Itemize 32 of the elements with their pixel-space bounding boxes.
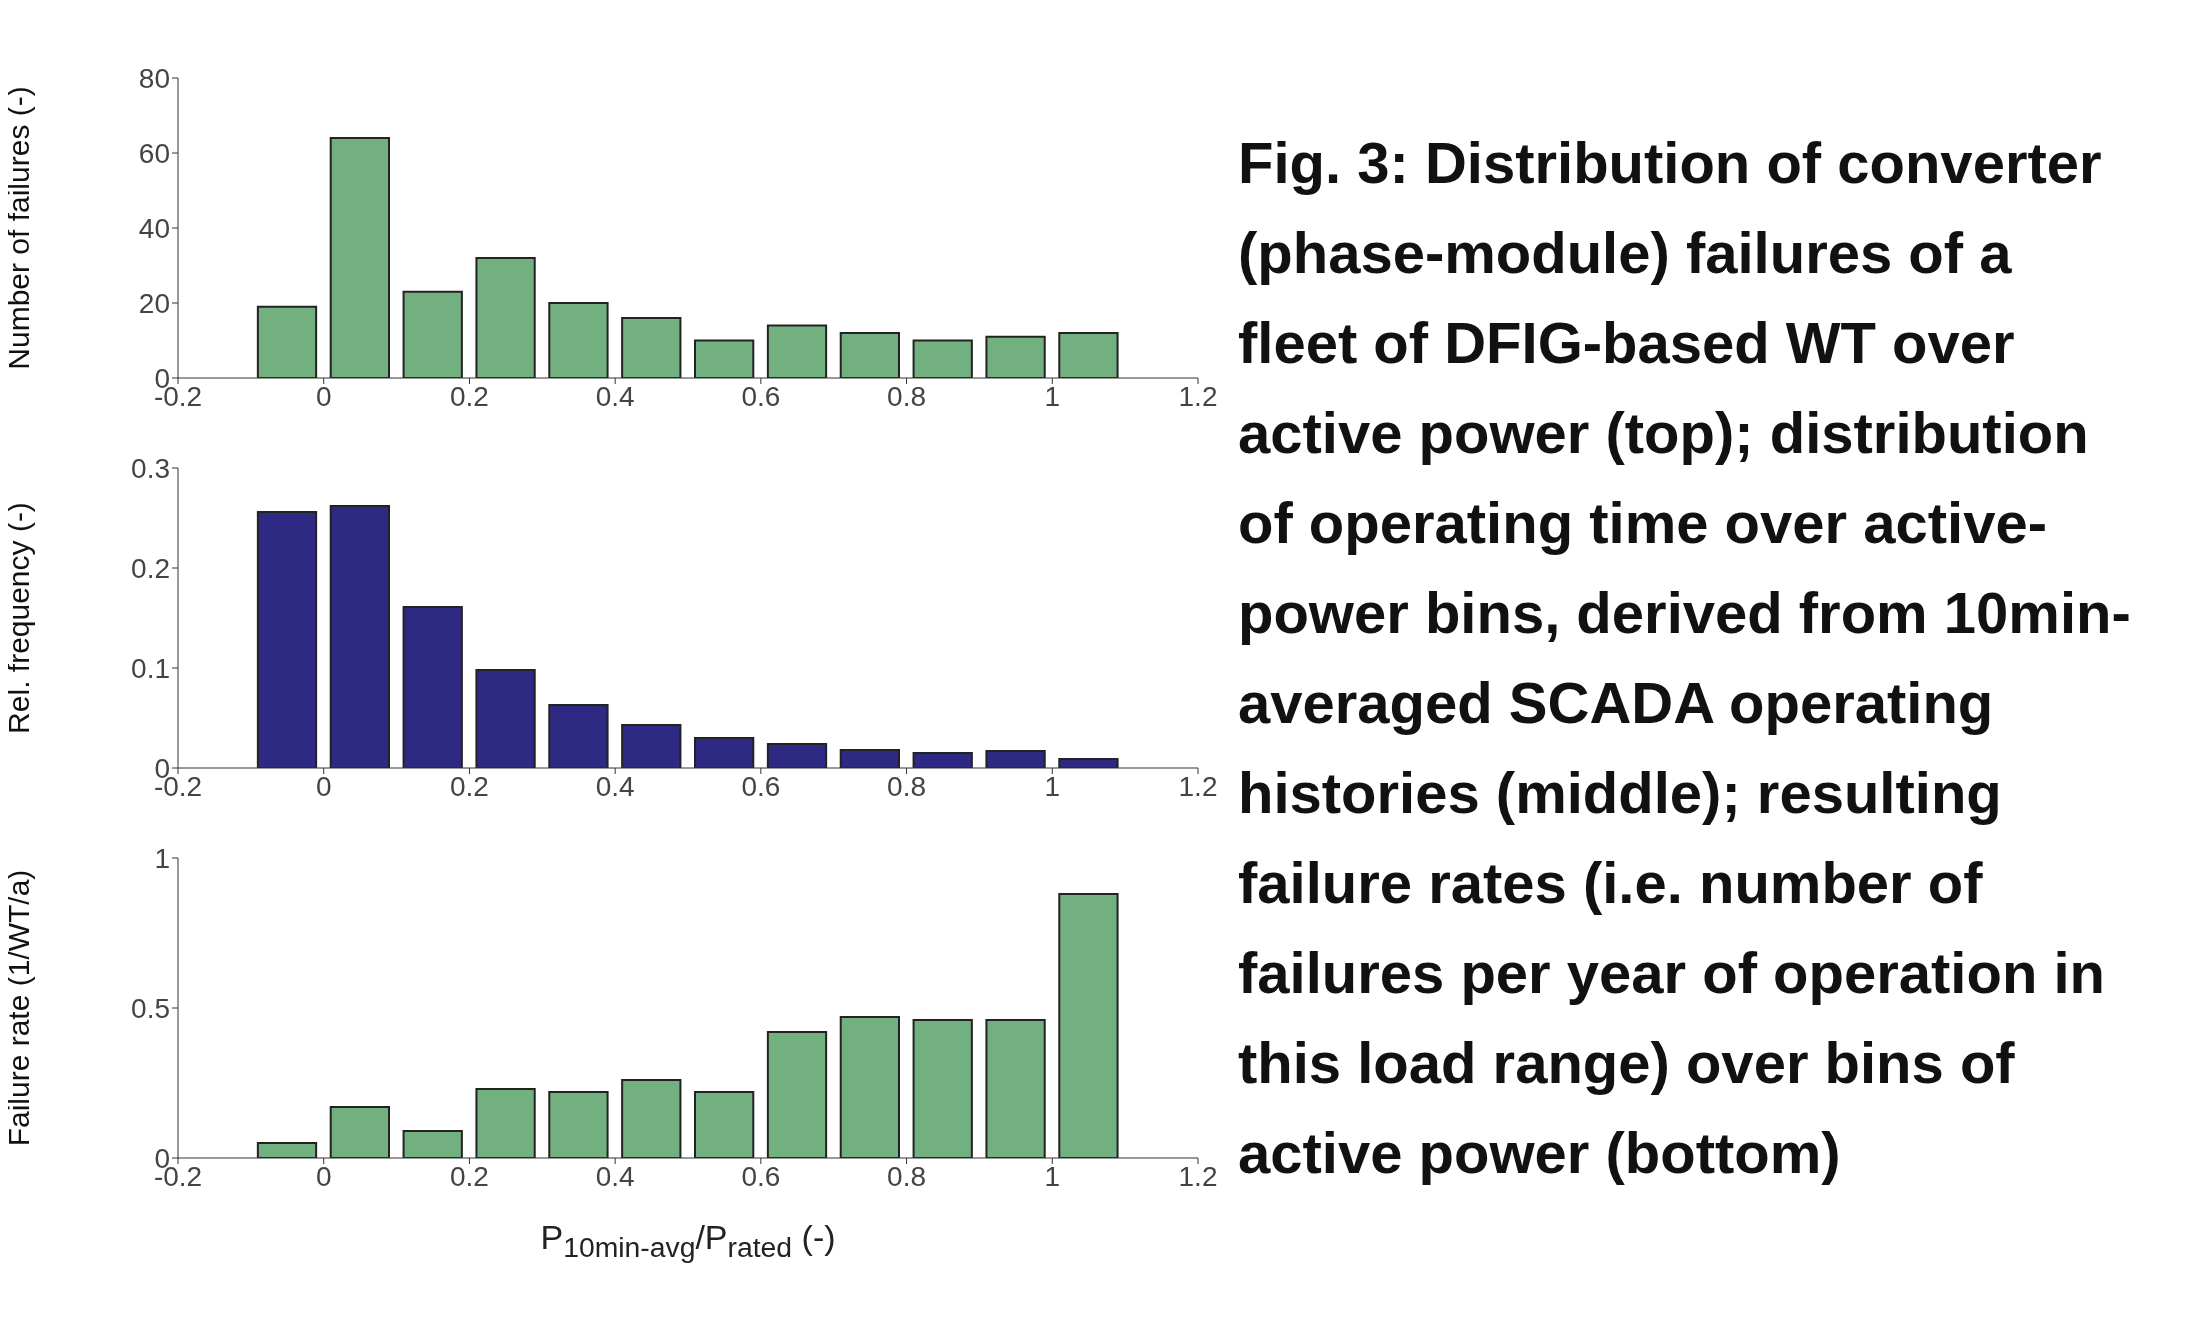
y-tick-label: 40 (138, 212, 170, 244)
y-tick-label: 1 (154, 842, 170, 874)
x-axis-title: P$_{10min-avg}$/P$_{rated}$ (-) (539, 1218, 837, 1264)
x-tick-label: 1.2 (1178, 1160, 1218, 1192)
y-tick-label: 80 (138, 62, 170, 94)
x-tick-label: 0.8 (887, 770, 927, 802)
y-tick-label: 0.3 (131, 452, 170, 484)
x-tick-label: 0.2 (449, 770, 489, 802)
y-tick-label: 60 (138, 137, 170, 169)
x-tick-label: 0 (315, 770, 332, 802)
x-tick-label: 0.8 (887, 380, 927, 412)
x-tick-label: 0.2 (449, 1160, 489, 1192)
y-tick-label: 0.5 (131, 992, 170, 1024)
x-tick-label: 0.6 (741, 1160, 781, 1192)
x-tick-label: 1.2 (1178, 770, 1218, 802)
text: Fig. 3: Distribution of converter (phase-module) failures of a fleet of DFIG-based WT over active power (top); distribution of operating time over active-power bins, derived from 10min-averaged SCADA operating histories (middle); resulting failure rates (i.e. number of failures per year of operation in this load range) over bins of active power (bottom) (1238, 130, 2131, 1185)
x-tick-label: 0 (315, 380, 332, 412)
x-tick-label: 0.4 (595, 380, 635, 412)
x-tick-label: 0.4 (595, 770, 635, 802)
x-tick-label: 0.8 (887, 1160, 927, 1192)
y-tick-label: 0.1 (131, 652, 170, 684)
x-tick-label: 0.6 (741, 770, 781, 802)
x-tick-label: 1 (1044, 1160, 1061, 1192)
x-tick-label: 1 (1044, 380, 1061, 412)
x-tick-label: 1 (1044, 770, 1061, 802)
x-tick-label: 0.6 (741, 380, 781, 412)
y-tick-label: 0.2 (131, 552, 170, 584)
x-tick-label: 0.2 (449, 380, 489, 412)
x-tick-label: 1.2 (1178, 380, 1218, 412)
y-tick-label: 20 (138, 287, 170, 319)
x-tick-label: 0.4 (595, 1160, 635, 1192)
x-tick-label: 0 (315, 1160, 332, 1192)
